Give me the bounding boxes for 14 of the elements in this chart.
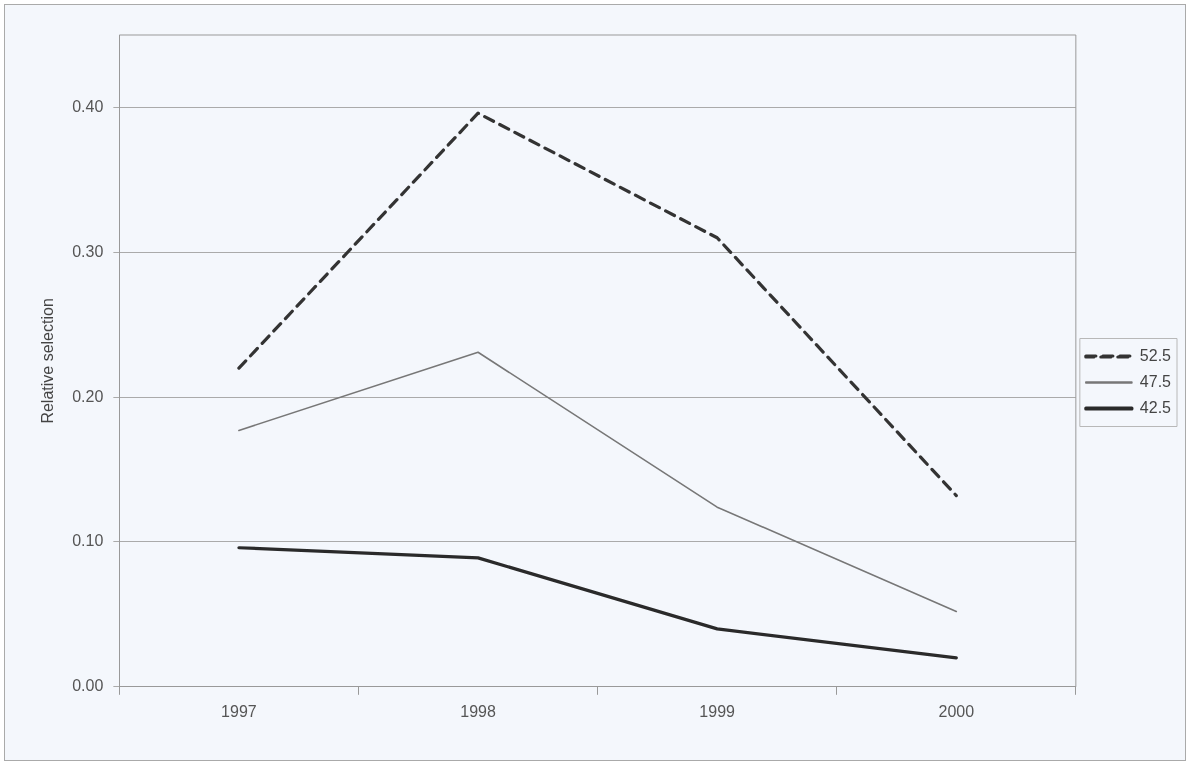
- y-tick-label: 0.00: [72, 677, 104, 695]
- legend-label: 47.5: [1139, 372, 1172, 390]
- y-tick-label: 0.30: [72, 242, 104, 260]
- y-axis-title: Relative selection: [39, 298, 57, 424]
- x-tick-label: 1999: [699, 702, 736, 720]
- line-series: [237, 111, 958, 498]
- y-tick-label: 0.20: [72, 387, 104, 405]
- legend-label: 52.5: [1139, 346, 1172, 364]
- y-tick-label: 0.40: [72, 97, 104, 115]
- x-tick-label: 1997: [221, 702, 257, 720]
- x-tick-label: 1998: [460, 702, 496, 720]
- y-tick-label: 0.10: [72, 532, 104, 550]
- x-tick-label: 2000: [938, 702, 975, 720]
- legend-label: 42.5: [1139, 398, 1172, 416]
